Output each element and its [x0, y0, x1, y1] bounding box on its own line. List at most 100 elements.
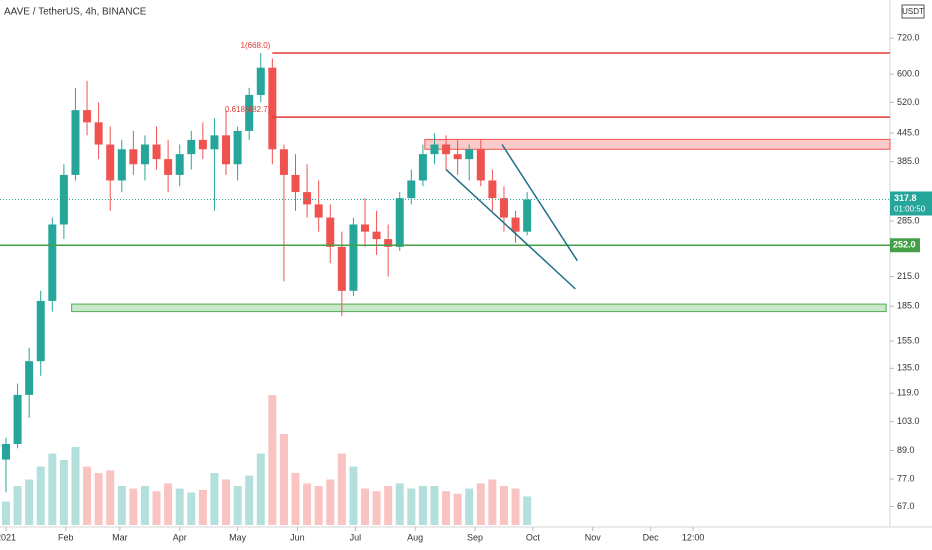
candle-body — [511, 217, 520, 232]
last-price-label: 317.8 — [894, 193, 917, 203]
volume-bar — [453, 493, 462, 525]
volume-bar — [418, 486, 427, 525]
volume-bar — [326, 479, 335, 525]
zone — [71, 303, 887, 313]
candle-body — [245, 94, 254, 131]
y-tick-label: 155.0 — [897, 335, 920, 345]
volume-bar — [314, 486, 323, 525]
candle-body — [499, 198, 508, 218]
x-tick-label: 12:00 — [682, 532, 705, 542]
volume-bar — [164, 483, 173, 525]
y-tick-label: 185.0 — [897, 301, 920, 311]
candle-body — [268, 67, 277, 150]
candle-body — [210, 135, 219, 150]
x-tick-label: May — [229, 532, 247, 542]
volume-bar — [303, 483, 312, 525]
candle-body — [442, 144, 451, 155]
volume-bar — [407, 488, 416, 525]
candle-body — [117, 149, 126, 181]
volume-bar — [152, 491, 161, 525]
candle-body — [488, 180, 497, 199]
x-tick-label: Sep — [467, 532, 483, 542]
candle-body — [384, 239, 393, 247]
volume-bar — [465, 488, 474, 525]
candle-body — [465, 149, 474, 160]
x-tick-label: Jun — [290, 532, 305, 542]
candle-body — [303, 192, 312, 205]
volume-bar — [187, 492, 196, 525]
currency-box[interactable] — [901, 4, 925, 19]
y-tick-label: 215.0 — [897, 271, 920, 281]
x-tick-label: Oct — [526, 532, 541, 542]
x-tick-label: Feb — [58, 532, 74, 542]
y-tick-label: 520.0 — [897, 97, 920, 107]
volume-bar — [442, 491, 451, 525]
y-tick-label: 445.0 — [897, 127, 920, 137]
y-tick-label: 385.0 — [897, 156, 920, 166]
level-label: 1(668.0) — [241, 41, 271, 50]
volume-bar — [71, 447, 80, 525]
x-tick-label: Dec — [643, 532, 660, 542]
volume-bar — [291, 473, 300, 525]
candle-body — [152, 144, 161, 160]
volume-bar — [372, 491, 381, 525]
chart-title: AAVE / TetherUS, 4h, BINANCE — [4, 7, 147, 18]
last-price-box — [890, 191, 932, 216]
volume-bar — [395, 483, 404, 525]
y-tick-label: 67.0 — [897, 501, 915, 511]
volume-bar — [59, 460, 68, 525]
candle-body — [83, 110, 92, 123]
volume-bar — [83, 466, 92, 525]
volume-bar — [25, 479, 34, 525]
volume-bar — [129, 488, 138, 525]
candle-body — [337, 246, 346, 291]
volume-bar — [268, 395, 277, 525]
volume-bar — [511, 488, 520, 525]
candle-body — [349, 224, 358, 291]
candle-body — [36, 300, 45, 362]
y-tick-label: 135.0 — [897, 363, 920, 373]
x-tick-label: Apr — [173, 532, 187, 542]
volume-bar — [106, 470, 115, 525]
candle-body — [523, 199, 532, 232]
candle-body — [430, 144, 439, 155]
y-tick-label: 600.0 — [897, 69, 920, 79]
candle-body — [407, 180, 416, 199]
candle-body — [106, 144, 115, 181]
volume-bar — [523, 496, 532, 525]
volume-bar — [245, 475, 254, 525]
volume-bar — [48, 453, 57, 525]
currency[interactable]: USDT — [902, 7, 924, 16]
volume-bar — [337, 453, 346, 525]
volume-bar — [279, 434, 288, 525]
volume-bar — [430, 486, 439, 525]
candle-body — [129, 149, 138, 165]
candle-body — [476, 149, 485, 181]
x-tick-label: 2021 — [0, 532, 16, 542]
volume-bar — [36, 466, 45, 525]
y-tick-label: 285.0 — [897, 215, 920, 225]
candle-body — [256, 67, 265, 95]
x-tick-label: Nov — [585, 532, 602, 542]
y-tick-label: 77.0 — [897, 473, 915, 483]
candle-body — [187, 139, 196, 155]
candle-body — [140, 144, 149, 165]
volume-bar — [198, 489, 207, 525]
candle-body — [1, 443, 10, 460]
trendline — [501, 144, 578, 262]
volume-bar — [140, 486, 149, 525]
y-tick-label: 119.0 — [897, 388, 919, 398]
candle-body — [48, 224, 57, 301]
candle-body — [164, 159, 173, 175]
candle-body — [453, 154, 462, 160]
volume-bar — [210, 473, 219, 525]
zone — [424, 138, 891, 150]
countdown: 01:00:50 — [894, 205, 926, 214]
volume-bar — [384, 486, 393, 525]
volume-bar — [94, 473, 103, 525]
volume-bar — [233, 486, 242, 525]
candle-body — [395, 198, 404, 247]
volume-bar — [349, 466, 358, 525]
